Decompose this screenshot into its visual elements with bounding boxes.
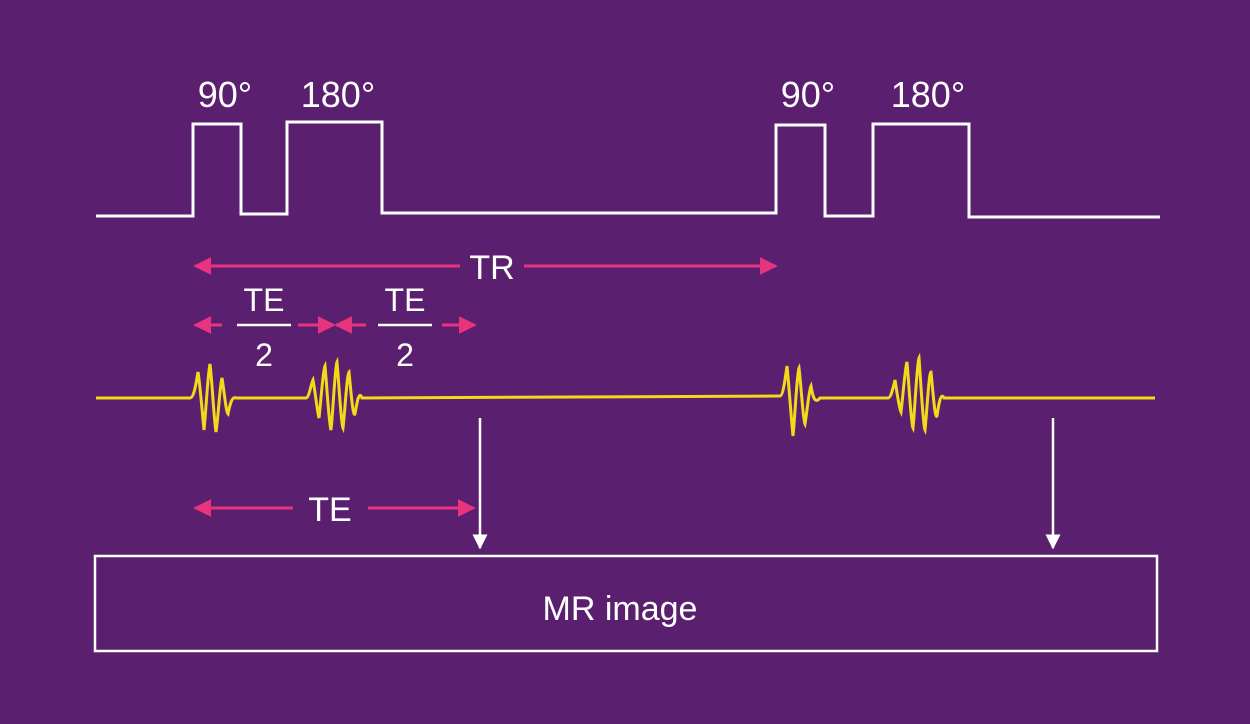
te-half-1-numerator: TE (244, 282, 285, 318)
tr-label: TR (469, 249, 514, 287)
pulse-label-180-second: 180° (891, 74, 965, 115)
te-half-2-numerator: TE (385, 282, 426, 318)
mr-image-box (93, 554, 1159, 653)
pulse-label-90-second: 90° (781, 74, 835, 115)
te-label: TE (308, 491, 351, 529)
pulse-label-90-first: 90° (198, 74, 252, 115)
pulse-label-180-first: 180° (301, 74, 375, 115)
te-half-2-denominator: 2 (396, 337, 414, 373)
signal-trace (96, 352, 1155, 437)
mr-image-label: MR image (543, 590, 698, 628)
te-half-1-denominator: 2 (255, 337, 273, 373)
rf-pulse-sequence (96, 120, 1160, 219)
